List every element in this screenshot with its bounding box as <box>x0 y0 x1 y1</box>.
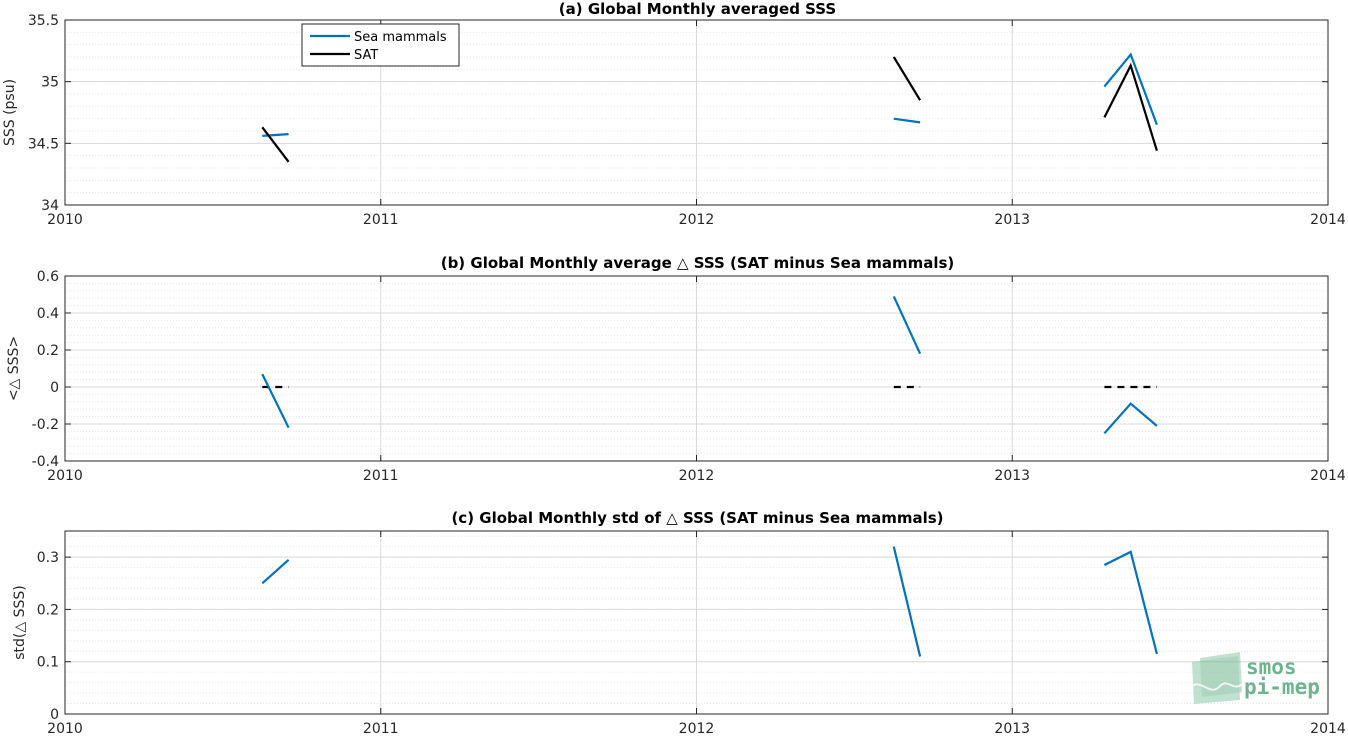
y-tick-label: -0.2 <box>32 417 59 433</box>
series-line-0 <box>892 295 922 355</box>
series-line-0 <box>1103 402 1158 435</box>
y-axis-label: <△ SSS> <box>6 336 22 401</box>
series-line-sea-mammals <box>262 133 289 137</box>
x-tick-label: 2011 <box>363 468 399 484</box>
series-line-0 <box>1103 550 1158 655</box>
series-line-sat <box>892 56 922 101</box>
x-tick-label: 2011 <box>363 721 399 736</box>
x-tick-label: 2013 <box>994 721 1030 736</box>
legend: Sea mammals SAT <box>301 23 460 67</box>
x-tick-label: 2010 <box>47 721 83 736</box>
x-tick-label: 2012 <box>679 721 715 736</box>
y-tick-label: 0.2 <box>37 602 59 618</box>
logo-text-line1: smos <box>1246 655 1297 679</box>
logo-text-line2: pi-mep <box>1244 675 1320 699</box>
y-tick-label: 0 <box>50 380 59 396</box>
y-tick-label: 34.5 <box>28 136 59 152</box>
series-line-sea-mammals <box>1103 52 1158 126</box>
y-tick-label: -0.4 <box>32 454 59 470</box>
chart-panel-2: 2010 2011 2012 2013 2014 0 0.1 0.2 0.3 (c) Global… <box>12 509 1346 736</box>
chart-title: (b) Global Monthly average △ SSS (SAT mi… <box>441 254 955 272</box>
y-axis-label: SSS (psu) <box>2 79 18 146</box>
y-tick-label: 35.5 <box>28 13 59 29</box>
chart-panel-0: 2010 2011 2012 2013 2014 34 34.5 35 35.5 (a) Glob… <box>2 0 1346 228</box>
x-tick-label: 2014 <box>1310 721 1346 736</box>
chart-panel-1: 2010 2011 2012 2013 2014 -0.4 -0.2 0 0.2 0.4 0.6 (b… <box>6 254 1346 484</box>
x-tick-label: 2013 <box>994 212 1030 228</box>
y-tick-label: 0.4 <box>37 306 59 322</box>
y-tick-label: 34 <box>41 198 59 214</box>
x-tick-label: 2012 <box>679 468 715 484</box>
legend-label: SAT <box>354 48 378 63</box>
x-tick-label: 2012 <box>679 212 715 228</box>
y-tick-label: 0 <box>50 707 59 723</box>
y-tick-label: 35 <box>41 75 59 91</box>
smos-pimep-logo: smos pi-mep <box>1189 652 1320 704</box>
x-tick-label: 2014 <box>1310 212 1346 228</box>
series-line-0 <box>892 546 922 657</box>
y-tick-label: 0.2 <box>37 343 59 359</box>
series-line-sea-mammals <box>893 117 921 124</box>
chart-title: (a) Global Monthly averaged SSS <box>559 0 836 18</box>
y-axis-label: std(△ SSS) <box>12 585 28 659</box>
x-tick-label: 2011 <box>363 212 399 228</box>
y-tick-label: 0.1 <box>37 655 59 671</box>
chart-title: (c) Global Monthly std of △ SSS (SAT min… <box>451 509 943 527</box>
y-tick-label: 0.6 <box>37 269 59 285</box>
y-tick-label: 0.3 <box>37 550 59 566</box>
x-tick-label: 2014 <box>1310 468 1346 484</box>
legend-box <box>301 23 460 67</box>
series-line-sat <box>261 126 290 163</box>
x-tick-label: 2013 <box>994 468 1030 484</box>
series-line-sat <box>1103 62 1158 152</box>
legend-label: Sea mammals <box>354 30 447 45</box>
x-tick-label: 2010 <box>47 468 83 484</box>
series-line-0 <box>261 558 290 585</box>
series-line-0 <box>261 373 290 429</box>
x-tick-label: 2010 <box>47 212 83 228</box>
